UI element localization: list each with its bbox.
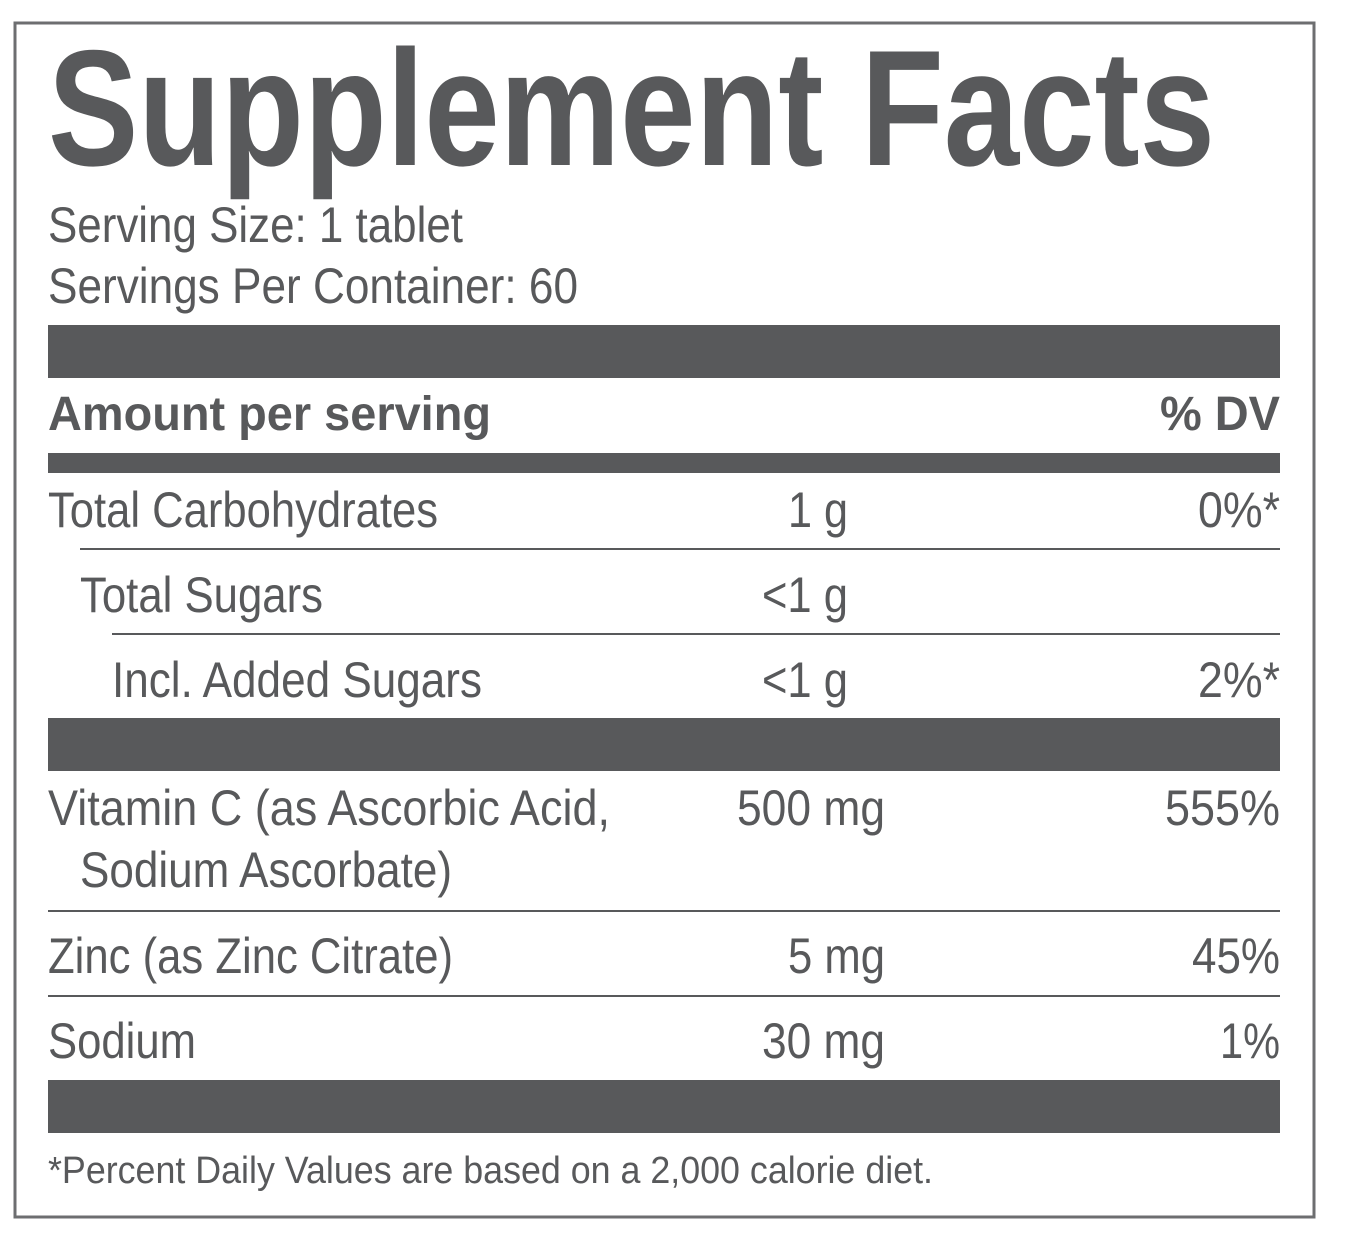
label-border [13,21,1316,1219]
servings-per-container: Servings Per Container: 60 [48,258,578,314]
nutrient-amount: 5 mg [788,928,885,984]
divider-bar [48,325,1280,378]
daily-value: 1% [1220,1013,1280,1069]
divider-bar [48,1080,1280,1133]
nutrient-name: Total Sugars [80,567,323,623]
nutrient-name: Vitamin C (as Ascorbic Acid, [48,780,610,836]
footnote: *Percent Daily Values are based on a 2,0… [48,1150,933,1192]
serving-size: Serving Size: 1 tablet [48,197,463,253]
row-rule [80,548,1280,550]
nutrient-name: Total Carbohydrates [48,482,438,538]
dv-header: % DV [1160,388,1280,441]
nutrient-name: Zinc (as Zinc Citrate) [48,928,453,984]
nutrient-amount: <1 g [762,652,848,708]
nutrient-amount: 1 g [788,482,848,538]
amount-header: Amount per serving [48,388,491,441]
daily-value: 0%* [1198,482,1280,538]
row-rule [48,910,1280,912]
daily-value: 2%* [1198,652,1280,708]
daily-value: 555% [1165,780,1280,836]
divider-bar [48,453,1280,473]
daily-value: 45% [1192,928,1280,984]
nutrient-name: Sodium Ascorbate) [80,842,452,898]
divider-bar [48,718,1280,771]
nutrient-name: Incl. Added Sugars [112,652,482,708]
nutrient-name: Sodium [48,1013,196,1069]
row-rule [112,633,1280,635]
nutrient-amount: 30 mg [762,1013,885,1069]
nutrient-amount: <1 g [762,567,848,623]
nutrient-amount: 500 mg [737,780,885,836]
row-rule [48,995,1280,997]
title: Supplement Facts [48,16,1215,200]
